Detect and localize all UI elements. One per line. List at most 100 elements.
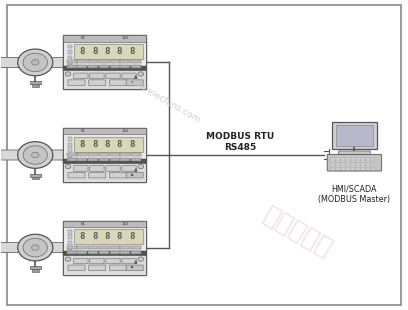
- FancyBboxPatch shape: [110, 153, 120, 156]
- FancyBboxPatch shape: [126, 80, 143, 86]
- FancyBboxPatch shape: [109, 172, 126, 178]
- FancyBboxPatch shape: [99, 153, 109, 156]
- FancyBboxPatch shape: [106, 258, 120, 264]
- FancyBboxPatch shape: [68, 265, 85, 271]
- FancyBboxPatch shape: [131, 246, 141, 249]
- Text: 8: 8: [80, 232, 85, 241]
- FancyBboxPatch shape: [331, 165, 335, 167]
- Text: ▲: ▲: [134, 166, 138, 171]
- FancyBboxPatch shape: [99, 250, 109, 254]
- FancyBboxPatch shape: [63, 158, 146, 163]
- FancyBboxPatch shape: [68, 61, 72, 65]
- Circle shape: [23, 238, 47, 257]
- FancyBboxPatch shape: [110, 65, 120, 69]
- FancyBboxPatch shape: [351, 163, 355, 165]
- FancyBboxPatch shape: [0, 57, 75, 67]
- FancyBboxPatch shape: [109, 80, 126, 86]
- Circle shape: [65, 257, 71, 261]
- FancyBboxPatch shape: [356, 165, 359, 167]
- FancyBboxPatch shape: [332, 122, 377, 149]
- FancyBboxPatch shape: [361, 168, 365, 170]
- Text: 8: 8: [104, 232, 110, 241]
- FancyBboxPatch shape: [341, 158, 345, 160]
- FancyBboxPatch shape: [78, 250, 87, 254]
- Circle shape: [138, 257, 144, 261]
- Text: 141: 141: [122, 37, 129, 41]
- FancyBboxPatch shape: [68, 80, 85, 86]
- FancyBboxPatch shape: [327, 154, 382, 171]
- FancyBboxPatch shape: [351, 160, 355, 162]
- FancyBboxPatch shape: [68, 154, 72, 157]
- FancyBboxPatch shape: [89, 172, 106, 178]
- FancyBboxPatch shape: [88, 60, 98, 64]
- FancyBboxPatch shape: [120, 250, 130, 254]
- FancyBboxPatch shape: [67, 246, 77, 249]
- FancyBboxPatch shape: [63, 66, 146, 70]
- FancyBboxPatch shape: [106, 73, 120, 79]
- Text: www.elecfans.com: www.elecfans.com: [124, 74, 202, 124]
- FancyBboxPatch shape: [99, 65, 109, 69]
- FancyBboxPatch shape: [361, 158, 365, 160]
- FancyBboxPatch shape: [120, 158, 130, 161]
- FancyBboxPatch shape: [78, 65, 87, 69]
- FancyBboxPatch shape: [356, 160, 359, 162]
- Circle shape: [65, 72, 71, 76]
- Text: E1: E1: [81, 37, 86, 41]
- FancyBboxPatch shape: [120, 65, 130, 69]
- FancyBboxPatch shape: [88, 153, 98, 156]
- FancyBboxPatch shape: [63, 70, 146, 89]
- FancyBboxPatch shape: [89, 265, 106, 271]
- FancyBboxPatch shape: [366, 160, 370, 162]
- Text: ▶: ▶: [131, 81, 135, 85]
- Text: 8: 8: [117, 232, 122, 241]
- Circle shape: [65, 164, 71, 169]
- Text: E1: E1: [81, 222, 86, 226]
- FancyBboxPatch shape: [90, 258, 104, 264]
- Text: 8: 8: [80, 47, 85, 56]
- FancyBboxPatch shape: [341, 163, 345, 165]
- FancyBboxPatch shape: [131, 60, 141, 64]
- Text: MODBUS RTU
RS485: MODBUS RTU RS485: [206, 132, 275, 152]
- FancyBboxPatch shape: [336, 125, 373, 146]
- Text: 8: 8: [117, 140, 122, 149]
- Circle shape: [18, 49, 53, 76]
- FancyBboxPatch shape: [351, 158, 355, 160]
- FancyBboxPatch shape: [68, 45, 72, 48]
- Circle shape: [23, 146, 47, 164]
- FancyBboxPatch shape: [67, 65, 77, 69]
- FancyBboxPatch shape: [68, 246, 72, 250]
- FancyBboxPatch shape: [336, 158, 340, 160]
- FancyBboxPatch shape: [30, 174, 41, 177]
- FancyBboxPatch shape: [63, 163, 146, 182]
- Text: 8: 8: [129, 232, 135, 241]
- FancyBboxPatch shape: [331, 168, 335, 170]
- FancyBboxPatch shape: [361, 163, 365, 165]
- FancyBboxPatch shape: [63, 221, 146, 253]
- Text: 141: 141: [122, 129, 129, 133]
- FancyBboxPatch shape: [370, 163, 375, 165]
- FancyBboxPatch shape: [63, 221, 146, 227]
- FancyBboxPatch shape: [110, 250, 120, 254]
- FancyBboxPatch shape: [68, 143, 72, 147]
- FancyBboxPatch shape: [366, 158, 370, 160]
- FancyBboxPatch shape: [68, 235, 72, 239]
- Circle shape: [31, 152, 39, 158]
- FancyBboxPatch shape: [361, 160, 365, 162]
- FancyBboxPatch shape: [356, 163, 359, 165]
- FancyBboxPatch shape: [67, 250, 77, 254]
- FancyBboxPatch shape: [67, 153, 77, 156]
- FancyBboxPatch shape: [341, 168, 345, 170]
- Circle shape: [138, 72, 144, 76]
- FancyBboxPatch shape: [68, 241, 72, 245]
- FancyBboxPatch shape: [78, 153, 87, 156]
- FancyBboxPatch shape: [63, 128, 146, 134]
- FancyBboxPatch shape: [131, 158, 141, 161]
- FancyBboxPatch shape: [99, 60, 109, 64]
- FancyBboxPatch shape: [75, 144, 86, 166]
- FancyBboxPatch shape: [90, 166, 104, 171]
- FancyBboxPatch shape: [30, 267, 41, 269]
- FancyBboxPatch shape: [88, 158, 98, 161]
- FancyBboxPatch shape: [32, 84, 39, 87]
- FancyBboxPatch shape: [30, 81, 41, 84]
- Text: ▲: ▲: [134, 73, 138, 78]
